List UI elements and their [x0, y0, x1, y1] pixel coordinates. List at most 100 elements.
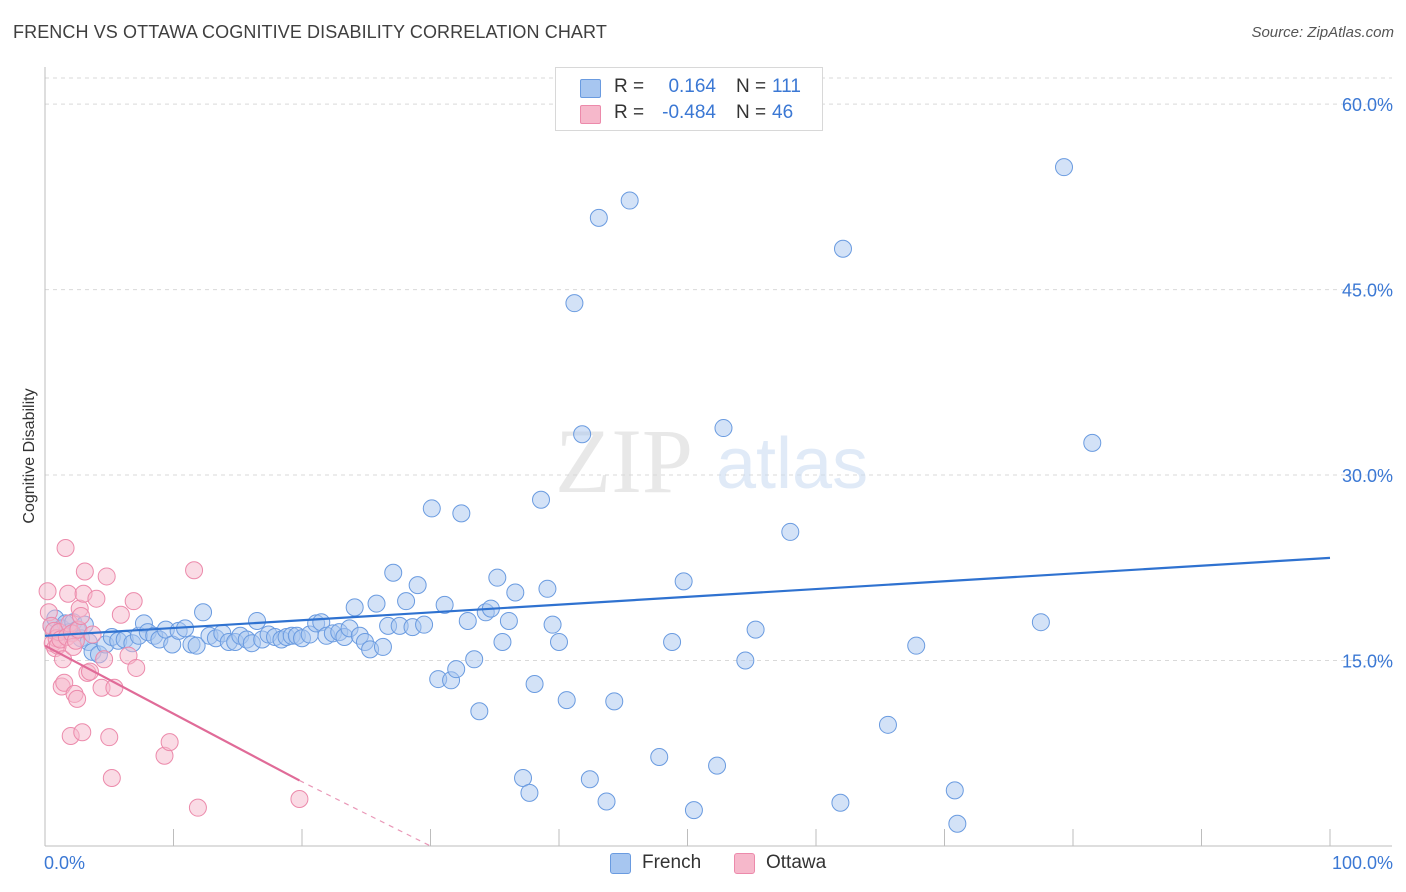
data-point	[945, 781, 964, 800]
data-point	[55, 673, 74, 692]
chart-title: FRENCH VS OTTAWA COGNITIVE DISABILITY CO…	[13, 22, 607, 42]
data-point	[543, 615, 562, 634]
data-point	[573, 425, 592, 444]
data-point	[458, 611, 477, 630]
series-french	[42, 158, 1102, 833]
data-point	[188, 798, 207, 817]
data-point	[373, 637, 392, 656]
data-point	[650, 747, 669, 766]
legend-r-label: R =	[614, 102, 645, 123]
data-point	[397, 592, 416, 611]
series-ottawa	[38, 539, 309, 817]
data-point	[663, 632, 682, 651]
data-point	[538, 579, 557, 598]
data-point	[532, 490, 551, 509]
legend-row-ottawa: R = -0.484 N = 46	[556, 102, 822, 128]
data-point	[95, 650, 114, 669]
data-point	[127, 658, 146, 677]
data-point	[194, 603, 213, 622]
data-point	[75, 562, 94, 581]
data-point	[831, 793, 850, 812]
data-point	[68, 689, 87, 708]
data-point	[736, 651, 755, 670]
data-point	[59, 584, 78, 603]
data-point	[187, 636, 206, 655]
data-point	[408, 576, 427, 595]
data-point	[102, 768, 121, 787]
data-point	[56, 539, 75, 558]
grid-lines	[45, 77, 1392, 662]
series-legend: French Ottawa	[0, 852, 1406, 878]
data-point	[160, 733, 179, 752]
legend-row-french: R = 0.164 N = 111	[556, 76, 822, 102]
watermark-atlas: atlas	[716, 424, 868, 504]
data-point	[557, 691, 576, 710]
legend-swatch-ottawa	[734, 853, 755, 874]
legend-n-value: 46	[772, 102, 794, 123]
legend-label-ottawa: Ottawa	[766, 852, 827, 873]
data-point	[620, 191, 639, 210]
data-point	[520, 783, 539, 802]
x-tick-label: 100.0%	[1332, 853, 1393, 873]
data-point	[488, 568, 507, 587]
data-point	[948, 814, 967, 833]
data-point	[565, 294, 584, 313]
data-point	[605, 692, 624, 711]
data-point	[367, 594, 386, 613]
data-point	[97, 567, 116, 586]
data-point	[708, 756, 727, 775]
data-point	[111, 605, 130, 624]
data-point	[290, 790, 309, 809]
data-point	[714, 419, 733, 438]
legend-n-label: N =	[736, 76, 767, 97]
legend-swatch-ottawa	[580, 105, 601, 124]
legend-label-french: French	[642, 852, 702, 873]
legend-n-label: N =	[736, 102, 767, 123]
data-point	[465, 650, 484, 669]
data-point	[525, 675, 544, 694]
legend-n-value: 111	[772, 76, 801, 97]
x-tick-label: 0.0%	[44, 853, 85, 873]
axes	[44, 67, 1392, 847]
data-point	[384, 563, 403, 582]
watermark: ZIP atlas	[555, 410, 868, 512]
data-point	[781, 522, 800, 541]
data-point	[38, 582, 57, 601]
data-point	[589, 208, 608, 227]
x-tick-labels: 0.0% 100.0%	[44, 853, 1393, 873]
data-point	[506, 583, 525, 602]
source-label: Source: ZipAtlas.com	[1251, 24, 1394, 41]
data-point	[684, 801, 703, 820]
y-tick-labels: 15.0% 30.0% 45.0% 60.0%	[1342, 95, 1393, 671]
data-point	[185, 561, 204, 580]
data-point	[597, 792, 616, 811]
data-point	[87, 589, 106, 608]
data-point	[71, 607, 90, 626]
data-point	[124, 592, 143, 611]
data-point	[248, 611, 267, 630]
legend-r-value: -0.484	[662, 102, 716, 123]
correlation-legend: R = 0.164 N = 111 R = -0.484 N = 46	[555, 67, 823, 131]
data-point	[1055, 158, 1074, 177]
data-point	[1031, 613, 1050, 632]
data-point	[514, 768, 533, 787]
data-point	[746, 620, 765, 639]
data-point	[83, 625, 102, 644]
trend-line-ottawa-extension	[299, 779, 431, 847]
data-point	[452, 504, 471, 523]
data-point	[100, 728, 119, 747]
data-point	[1083, 433, 1102, 452]
data-point	[73, 723, 92, 742]
data-point	[907, 636, 926, 655]
data-point	[580, 770, 599, 789]
data-point	[499, 611, 518, 630]
data-point	[878, 715, 897, 734]
data-point	[447, 660, 466, 679]
data-point	[345, 598, 364, 617]
trend-line-ottawa	[44, 644, 300, 782]
y-tick-label: 15.0%	[1342, 652, 1393, 672]
data-point	[493, 632, 512, 651]
y-tick-label: 45.0%	[1342, 281, 1393, 301]
legend-r-label: R =	[614, 76, 645, 97]
data-point	[833, 239, 852, 258]
